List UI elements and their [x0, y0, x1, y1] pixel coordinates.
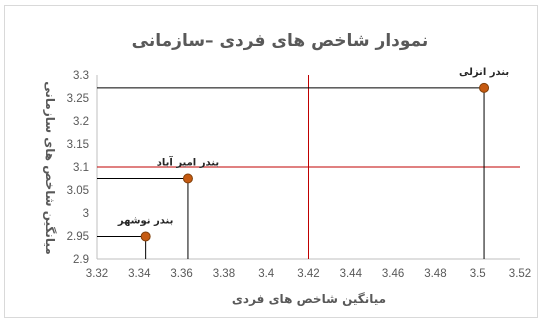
y-axis-title: میانگین شاخص های سازمانی [43, 81, 57, 255]
chart-title: نمودار شاخص های فردی –سازمانی [132, 31, 429, 51]
x-tick-label: 3.4 [258, 268, 275, 280]
x-tick-label: 3.46 [382, 268, 404, 280]
plot-area: 3.32 3.34 3.36 3.38 3.4 3.42 3.44 3.46 3.48 3.5 3.… [67, 67, 532, 280]
x-tick-label: 3.48 [424, 268, 446, 280]
x-axis-title: میانگین شاخص های فردی [232, 292, 386, 306]
x-tick-label: 3.36 [170, 268, 192, 280]
y-tick-label: 3.1 [73, 162, 89, 174]
chart-frame [4, 5, 538, 318]
x-tick-label: 3.5 [470, 268, 486, 280]
y-tick-label: 3.2 [73, 116, 89, 128]
y-tick-label: 3.3 [73, 70, 89, 82]
data-point [140, 231, 151, 242]
x-tick-label: 3.38 [213, 268, 235, 280]
x-tick-label: 3.52 [509, 268, 531, 280]
x-tick-label: 3.34 [128, 268, 151, 280]
data-point [479, 82, 490, 93]
y-tick-label: 3.05 [67, 185, 89, 197]
data-point [182, 173, 193, 184]
x-tick-label: 3.32 [86, 268, 108, 280]
data-point-label: بندر امیر آباد [157, 156, 219, 169]
data-point-label: بندر نوشهر [117, 215, 174, 226]
y-tick-label: 3.25 [67, 93, 89, 105]
data-point-label: بندر انزلی [459, 67, 509, 78]
y-tick-label: 2.95 [67, 231, 89, 243]
x-tick-label: 3.42 [297, 268, 319, 280]
y-tick-label: 2.9 [73, 254, 89, 266]
y-tick-label: 3 [83, 208, 89, 220]
x-tick-label: 3.44 [340, 268, 363, 280]
y-tick-label: 3.15 [67, 139, 89, 151]
